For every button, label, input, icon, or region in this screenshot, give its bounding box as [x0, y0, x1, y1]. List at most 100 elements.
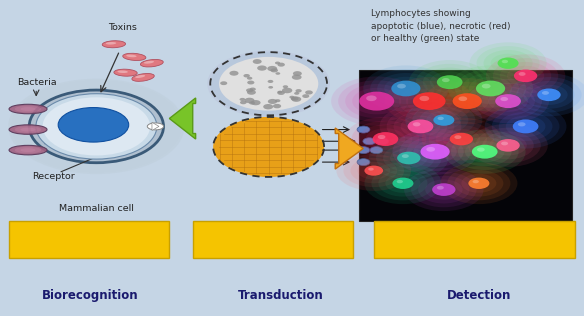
Circle shape [484, 50, 533, 76]
Circle shape [357, 147, 370, 154]
Circle shape [392, 81, 467, 121]
Ellipse shape [106, 42, 116, 45]
Circle shape [22, 86, 171, 167]
Circle shape [440, 162, 517, 204]
Circle shape [399, 132, 471, 171]
Circle shape [363, 138, 376, 145]
Circle shape [416, 64, 484, 100]
Circle shape [350, 158, 397, 183]
Circle shape [397, 180, 403, 183]
Circle shape [405, 99, 482, 141]
Text: Bacteria: Bacteria [18, 78, 57, 87]
Text: Detection: Detection [447, 289, 511, 302]
Circle shape [454, 170, 503, 197]
Circle shape [461, 174, 496, 193]
Circle shape [352, 88, 401, 114]
Circle shape [263, 104, 273, 109]
Circle shape [413, 140, 457, 163]
Text: Pathogen
interaction: Pathogen interaction [62, 228, 116, 251]
Circle shape [373, 132, 398, 146]
Text: Mammalian cell: Mammalian cell [59, 204, 134, 213]
Circle shape [345, 117, 426, 161]
Circle shape [390, 148, 427, 168]
Circle shape [476, 81, 505, 96]
Circle shape [289, 96, 294, 99]
Circle shape [219, 57, 318, 111]
Circle shape [275, 62, 280, 64]
Circle shape [523, 81, 575, 109]
Circle shape [489, 135, 527, 155]
Circle shape [433, 114, 454, 126]
Circle shape [336, 150, 411, 191]
FancyArrow shape [169, 98, 196, 139]
Circle shape [455, 69, 526, 108]
Circle shape [419, 96, 429, 101]
Circle shape [257, 65, 267, 71]
Ellipse shape [9, 104, 47, 114]
Circle shape [345, 84, 408, 118]
Circle shape [268, 86, 273, 88]
Circle shape [404, 168, 484, 211]
Circle shape [443, 129, 480, 149]
Text: Signal detection: Signal detection [434, 234, 515, 244]
Circle shape [437, 75, 463, 89]
Text: Lymphocytes showing
apoptotic (blue), necrotic (red)
or healthy (green) state: Lymphocytes showing apoptotic (blue), ne… [371, 9, 510, 44]
Circle shape [513, 119, 538, 133]
Circle shape [401, 116, 440, 137]
Circle shape [249, 88, 256, 91]
Circle shape [352, 121, 419, 157]
Polygon shape [152, 122, 159, 131]
Circle shape [436, 125, 487, 153]
Circle shape [469, 77, 512, 100]
Circle shape [19, 84, 174, 168]
Circle shape [251, 100, 260, 105]
Circle shape [485, 104, 566, 149]
Circle shape [275, 99, 280, 102]
Circle shape [277, 91, 285, 95]
Ellipse shape [126, 55, 137, 57]
Circle shape [282, 88, 293, 93]
Circle shape [370, 147, 383, 154]
Circle shape [357, 162, 390, 179]
FancyArrow shape [335, 128, 363, 169]
Circle shape [376, 140, 442, 176]
Circle shape [253, 59, 262, 64]
Ellipse shape [20, 128, 36, 131]
Circle shape [442, 78, 450, 82]
Circle shape [385, 77, 474, 125]
Circle shape [437, 186, 444, 190]
Ellipse shape [213, 117, 324, 177]
Circle shape [273, 104, 281, 108]
Circle shape [432, 82, 503, 120]
Circle shape [429, 121, 494, 157]
Circle shape [392, 129, 478, 175]
Circle shape [413, 92, 446, 110]
Circle shape [370, 69, 442, 108]
Circle shape [303, 94, 310, 98]
Circle shape [399, 85, 460, 118]
Circle shape [488, 90, 528, 112]
Circle shape [493, 58, 558, 94]
Circle shape [458, 137, 512, 166]
Ellipse shape [147, 123, 164, 130]
Circle shape [378, 135, 385, 139]
Circle shape [277, 91, 283, 94]
Circle shape [477, 148, 485, 152]
Circle shape [482, 84, 491, 88]
Ellipse shape [15, 126, 41, 133]
Circle shape [338, 80, 415, 122]
Circle shape [343, 154, 404, 187]
Circle shape [426, 111, 461, 130]
Circle shape [542, 91, 549, 95]
Text: Biorecognition: Biorecognition [42, 289, 139, 302]
Circle shape [291, 96, 298, 100]
Circle shape [239, 98, 245, 101]
Circle shape [283, 85, 288, 88]
FancyBboxPatch shape [9, 221, 169, 258]
Ellipse shape [20, 148, 36, 152]
Circle shape [423, 68, 477, 97]
Circle shape [8, 79, 185, 174]
FancyBboxPatch shape [193, 221, 353, 258]
Circle shape [496, 139, 520, 152]
Circle shape [412, 103, 475, 137]
